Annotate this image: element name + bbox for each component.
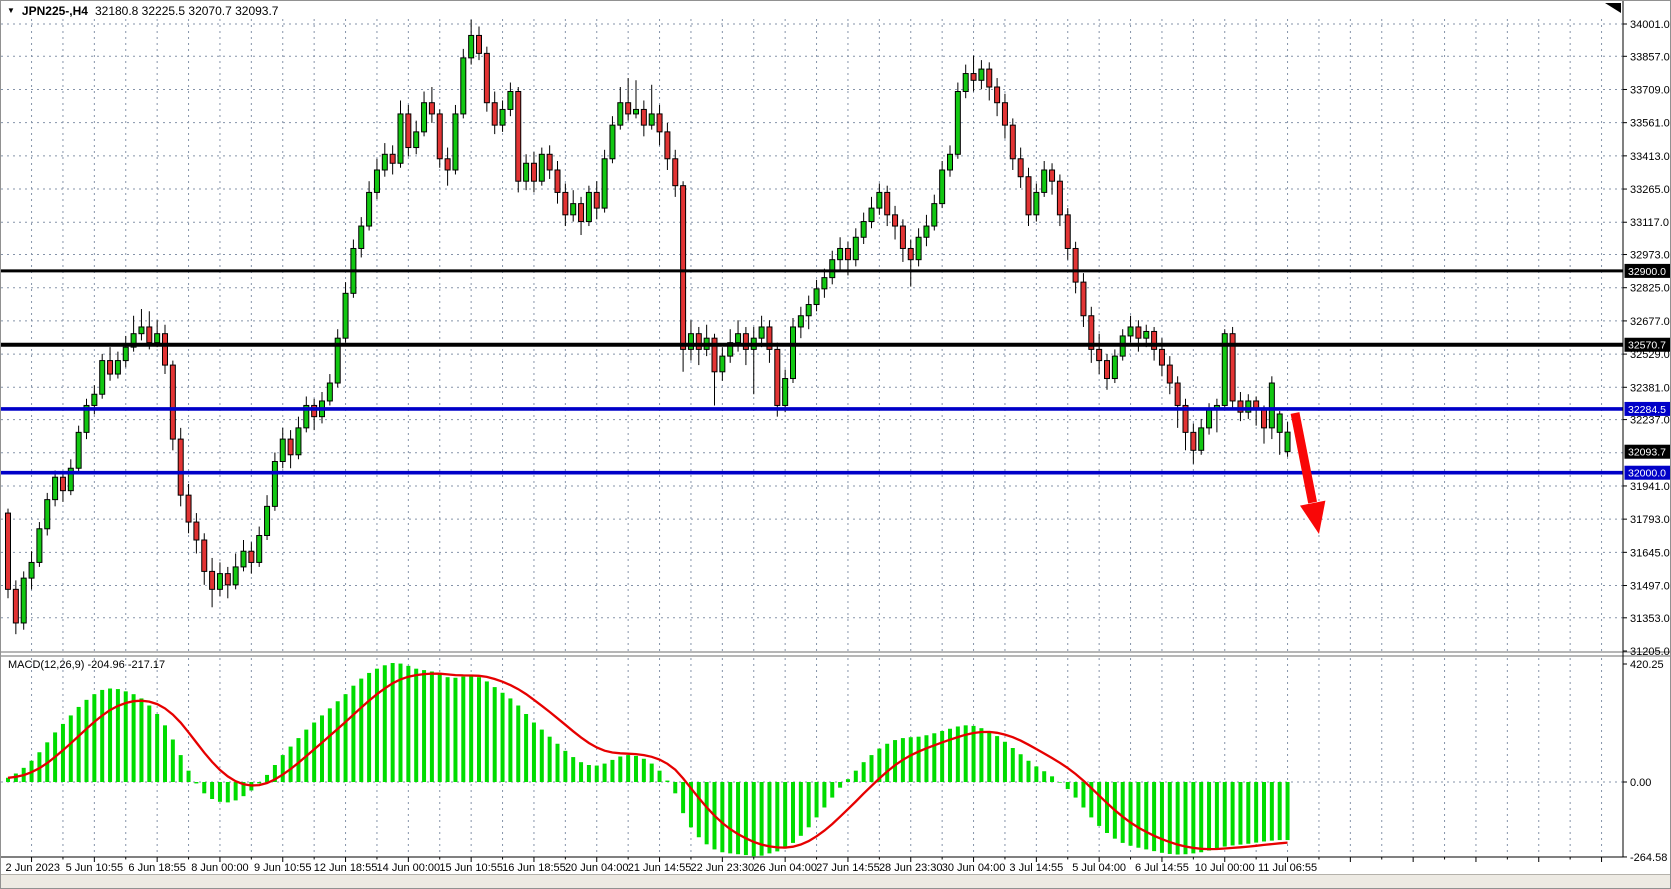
time-axis-label: 5 Jun 10:55 [66, 862, 124, 874]
price-grid-label: 32973.0 [1630, 250, 1670, 262]
price-level-badge-text: 32093.7 [1628, 447, 1666, 459]
price-grid-label: 33709.0 [1630, 84, 1670, 96]
time-axis-label: 9 Jun 10:55 [254, 862, 312, 874]
price-level-badge-text: 32284.5 [1628, 404, 1666, 416]
panel-separator[interactable] [1, 651, 1671, 657]
time-axis-label: 16 Jun 18:55 [502, 862, 566, 874]
time-axis-label: 8 Jun 00:00 [191, 862, 249, 874]
price-grid-label: 34001.0 [1630, 19, 1670, 31]
price-grid-label: 31205.0 [1630, 646, 1670, 658]
price-grid-label: 31941.0 [1630, 481, 1670, 493]
price-level-badge [1624, 263, 1670, 278]
price-level-badge-text: 32000.0 [1628, 468, 1666, 480]
price-grid-label: 32381.0 [1630, 382, 1670, 394]
price-grid-label: 31497.0 [1630, 581, 1670, 593]
price-grid-label: 33413.0 [1630, 151, 1670, 163]
price-grid-label: 32529.0 [1630, 349, 1670, 361]
window-bottom-bar [1, 874, 1670, 888]
symbol-period-label[interactable]: JPN225-,H4 [21, 3, 88, 18]
time-axis-label: 30 Jun 04:00 [942, 862, 1006, 874]
time-axis-label: 27 Jun 14:55 [816, 862, 880, 874]
macd-indicator-label: MACD(12,26,9) -204.96 -217.17 [8, 659, 166, 671]
price-grid-label: 32677.0 [1630, 316, 1670, 328]
price-level-badge [1624, 337, 1670, 352]
grid-lines [1, 19, 1623, 856]
macd-scale-label: 0.00 [1630, 777, 1651, 789]
time-axis-label: 28 Jun 23:30 [879, 862, 943, 874]
macd-scale-label: -264.58 [1630, 852, 1667, 864]
time-axis-label: 6 Jul 14:55 [1135, 862, 1189, 874]
macd-histogram [6, 663, 1290, 857]
price-level-badge-text: 32900.0 [1628, 266, 1666, 278]
time-axis-label: 15 Jun 10:55 [439, 862, 503, 874]
price-grid-label: 33857.0 [1630, 51, 1670, 63]
macd-scale-label: 420.25 [1630, 659, 1664, 671]
time-axis[interactable]: 2 Jun 2023 5 Jun 10:55 6 Jun 18:55 8 Jun 00… [6, 857, 1603, 874]
time-axis-label: 14 Jun 00:00 [377, 862, 441, 874]
price-level-badge [1624, 444, 1670, 459]
price-grid-label: 33561.0 [1630, 118, 1670, 130]
trend-arrow-annotation[interactable] [1290, 412, 1326, 534]
chart-title-bar: ▼ JPN225-,H4 32180.8 32225.5 32070.7 320… [7, 3, 278, 18]
ohlc-values-label: 32180.8 32225.5 32070.7 32093.7 [94, 3, 279, 18]
time-axis-label: 3 Jul 14:55 [1009, 862, 1063, 874]
time-axis-label: 26 Jun 04:00 [753, 862, 817, 874]
time-axis-label: 2 Jun 2023 [6, 862, 60, 874]
time-axis-label: 21 Jun 14:55 [628, 862, 692, 874]
time-axis-label: 11 Jul 06:55 [1258, 862, 1317, 874]
time-axis-label: 22 Jun 23:30 [691, 862, 755, 874]
price-level-badge [1624, 401, 1670, 416]
price-grid-label: 32825.0 [1630, 283, 1670, 295]
macd-axis[interactable]: 420.25 0.00 -264.58 [1623, 659, 1667, 864]
axes-frame [1, 1, 1624, 858]
price-grid-label: 33117.0 [1630, 217, 1669, 229]
price-grid-label: 31793.0 [1630, 514, 1670, 526]
price-grid-label: 32237.0 [1630, 415, 1670, 427]
price-axis[interactable]: 34001.0 33857.0 33709.0 33561.0 33413.0 33265… [1623, 19, 1671, 658]
time-axis-label: 5 Jul 04:00 [1072, 862, 1126, 874]
time-axis-label: 20 Jun 04:00 [565, 862, 629, 874]
price-grid-label: 33265.0 [1630, 184, 1670, 196]
price-grid-label: 31353.0 [1630, 613, 1670, 625]
chart-shift-marker-icon[interactable] [1605, 3, 1621, 13]
price-level-badge [1624, 465, 1670, 480]
time-axis-label: 12 Jun 18:55 [314, 862, 378, 874]
time-axis-label: 10 Jul 00:00 [1195, 862, 1255, 874]
macd-signal-line [7, 672, 1288, 851]
candlesticks [5, 19, 1291, 635]
time-axis-label: 6 Jun 18:55 [128, 862, 186, 874]
price-grid-label: 31645.0 [1630, 547, 1670, 559]
symbol-dropdown-icon[interactable]: ▼ [7, 6, 15, 15]
price-level-badge-text: 32570.7 [1628, 340, 1666, 352]
